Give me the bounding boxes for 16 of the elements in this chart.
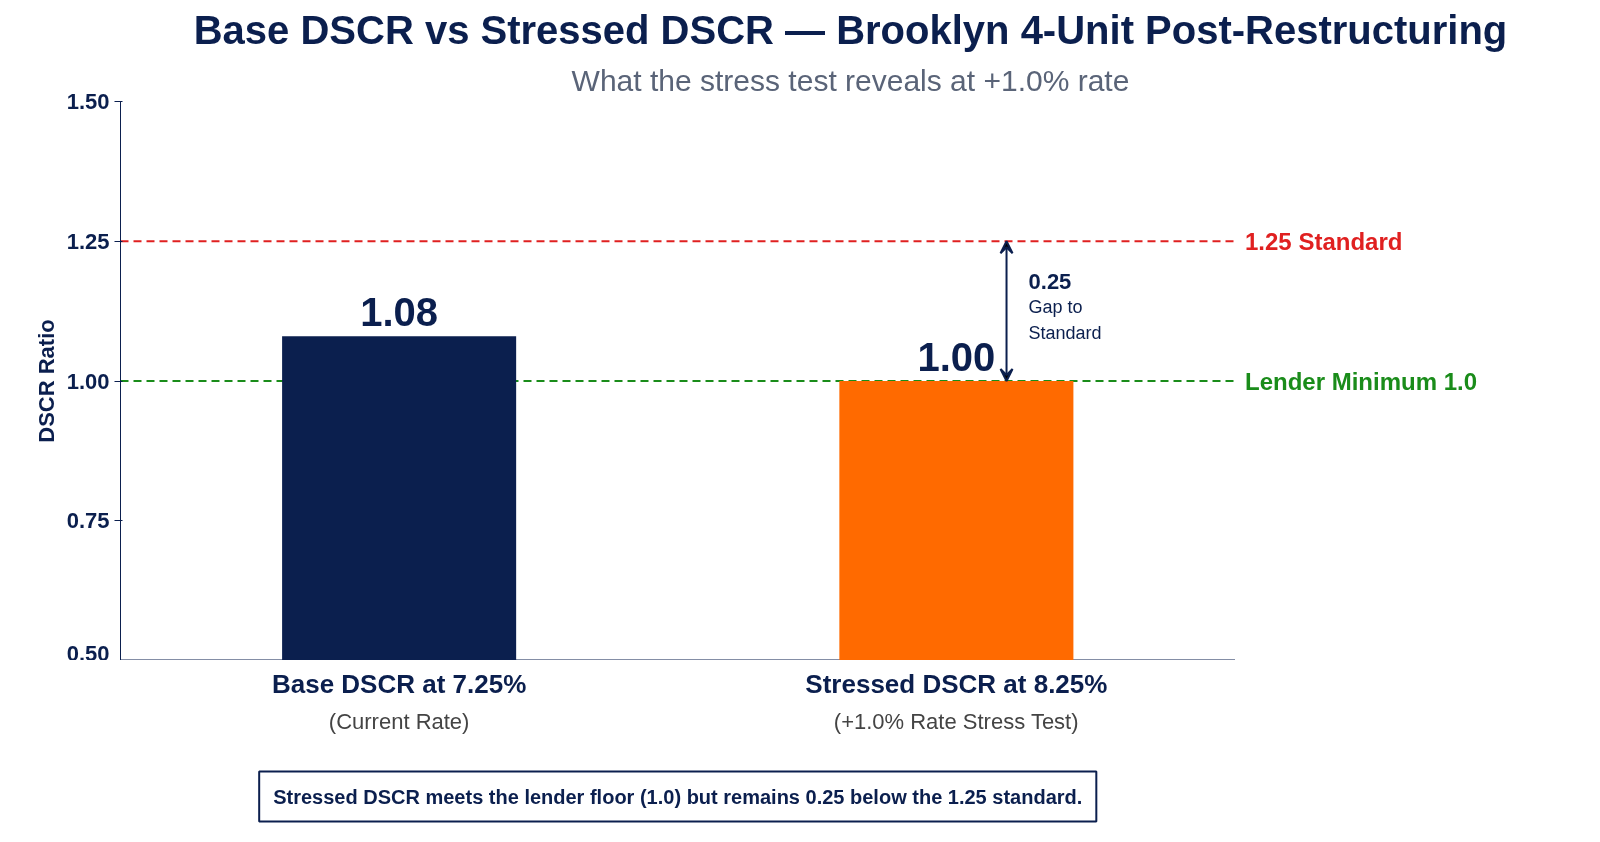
ref-line-label: Lender Minimum 1.0	[1245, 367, 1478, 395]
chart-subtitle: What the stress test reveals at +1.0% rate	[571, 63, 1130, 97]
data-label: 1.00	[917, 335, 996, 379]
chart-title: Base DSCR vs Stressed DSCR — Brooklyn 4-Unit Post-Restructuring	[193, 7, 1508, 52]
y-tick-label: 0.75	[66, 508, 110, 534]
annotation: 0.25 Gap to Standard	[1028, 268, 1102, 344]
x-tick-label: Base DSCR at 7.25% (Current Rate)	[271, 669, 527, 735]
y-tick-label: 1.00	[66, 368, 110, 394]
y-tick-label: 1.25	[66, 228, 110, 254]
ref-line-label: 1.25 Standard	[1245, 227, 1403, 255]
y-tick-label: 0.50	[66, 640, 110, 666]
data-label: 1.08	[360, 290, 439, 335]
y-tick-label: 1.50	[66, 89, 110, 114]
x-tick-label: Stressed DSCR at 8.25% (+1.0% Rate Stress Test)	[805, 669, 1108, 735]
y-axis-title: DSCR Ratio	[33, 319, 59, 443]
text: Stressed DSCR meets the lender floor (1.0) but remains 0.25 below the 1.25 standard.	[273, 785, 1083, 808]
